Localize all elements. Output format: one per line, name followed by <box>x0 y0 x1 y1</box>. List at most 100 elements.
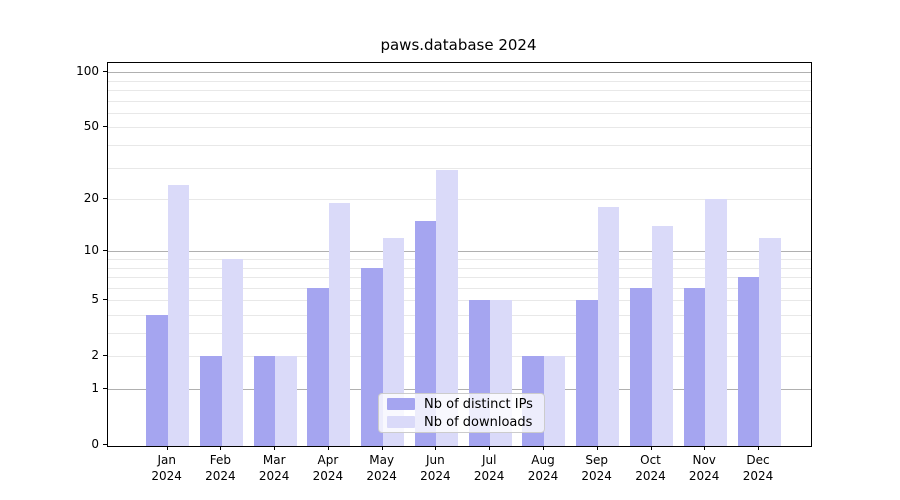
y-axis-tick-label: 0 <box>91 437 99 451</box>
x-axis-tick-label: Apr 2024 <box>298 452 358 484</box>
x-axis-tick-label: Nov 2024 <box>674 452 734 484</box>
bar-nb-of-downloads <box>597 207 620 446</box>
year-label: 2024 <box>312 469 344 483</box>
bar-nb-of-downloads <box>275 356 297 446</box>
x-axis-tick-label: Mar 2024 <box>244 452 304 484</box>
y-axis-tick-label: 1 <box>91 381 99 395</box>
x-axis-tick <box>650 446 652 450</box>
x-axis-tick <box>758 446 759 450</box>
gridline-minor <box>108 315 811 316</box>
y-axis-tick <box>103 355 107 357</box>
gridline-minor <box>108 127 811 129</box>
bar-nb-of-downloads <box>167 185 190 446</box>
x-axis-tick <box>704 446 706 450</box>
chart-title: paws.database 2024 <box>380 36 537 54</box>
x-axis-tick <box>166 446 168 450</box>
bar-nb-of-downloads <box>221 259 243 446</box>
x-axis-tick <box>327 446 329 450</box>
gridline-minor <box>108 112 811 114</box>
y-axis-tick <box>103 198 107 200</box>
x-axis-tick-label: Aug 2024 <box>513 452 573 484</box>
year-label: 2024 <box>151 469 182 483</box>
bar-nb-of-downloads <box>328 203 351 446</box>
x-axis-tick <box>543 446 544 450</box>
gridline-minor <box>108 199 811 201</box>
month-label: Nov <box>692 453 716 467</box>
gridline-major <box>108 389 811 390</box>
x-axis-tick <box>489 446 491 450</box>
gridline-minor <box>108 80 811 82</box>
bar-nb-of-downloads <box>759 237 781 446</box>
month-label: May <box>369 453 395 467</box>
bar-nb-of-downloads <box>651 226 673 446</box>
y-axis-tick <box>103 250 107 252</box>
gridline-major <box>108 72 811 74</box>
bar-nb-of-downloads <box>543 356 566 446</box>
bar-nb-of-distinct-ips <box>737 277 759 446</box>
year-label: 2024 <box>205 469 236 483</box>
gridline-minor <box>108 267 811 269</box>
bar-nb-of-distinct-ips <box>146 315 168 446</box>
plot-area <box>107 62 812 447</box>
bar-nb-of-distinct-ips <box>253 356 276 446</box>
bar-nb-of-distinct-ips <box>683 287 706 446</box>
bar-nb-of-distinct-ips <box>630 287 652 446</box>
y-axis-tick <box>103 126 107 128</box>
legend-item-downloads: Nb of downloads <box>387 414 536 430</box>
month-label: Mar <box>262 453 286 467</box>
x-axis-tick-label: Feb 2024 <box>190 452 250 484</box>
legend: Nb of distinct IPs Nb of downloads <box>378 393 545 433</box>
legend-label-downloads: Nb of downloads <box>424 414 533 430</box>
legend-label-distinct-ips: Nb of distinct IPs <box>424 396 533 412</box>
x-axis-tick <box>596 446 598 450</box>
x-axis-tick <box>381 446 383 450</box>
year-label: 2024 <box>742 469 774 483</box>
bar-nb-of-distinct-ips <box>576 300 598 446</box>
x-axis-tick-label: Jan 2024 <box>137 452 197 484</box>
x-axis-tick-label: Jun 2024 <box>405 452 465 484</box>
y-axis-tick <box>103 444 107 445</box>
y-axis-tick-label: 100 <box>76 64 99 79</box>
x-axis-tick-label: Dec 2024 <box>728 452 788 484</box>
x-axis-tick <box>220 446 222 450</box>
month-label: Sep <box>585 453 608 467</box>
bar-nb-of-downloads <box>436 170 458 446</box>
x-axis-tick-label: May 2024 <box>352 452 412 484</box>
month-label: Jun <box>426 453 445 467</box>
year-label: 2024 <box>473 469 505 483</box>
gridline-minor <box>108 100 811 102</box>
x-axis-tick-label: Sep 2024 <box>567 452 627 484</box>
x-axis-tick-label: Jul 2024 <box>459 452 519 484</box>
gridline-minor <box>108 90 811 91</box>
month-label: Oct <box>640 453 661 467</box>
gridline-minor <box>108 356 811 358</box>
y-axis-tick-label: 50 <box>83 119 99 134</box>
gridline-minor <box>108 333 811 334</box>
bar-nb-of-distinct-ips <box>307 287 329 446</box>
x-axis-tick-label: Oct 2024 <box>621 452 681 484</box>
legend-item-distinct-ips: Nb of distinct IPs <box>387 396 536 412</box>
y-axis-tick-label: 5 <box>91 292 99 307</box>
bar-nb-of-distinct-ips <box>361 267 383 446</box>
y-axis-tick <box>103 71 107 73</box>
bar-nb-of-distinct-ips <box>414 221 437 446</box>
year-label: 2024 <box>420 469 451 483</box>
month-label: Jan <box>157 453 176 467</box>
gridline-minor <box>108 287 811 289</box>
month-label: Jul <box>481 453 497 467</box>
gridline-minor <box>108 259 811 260</box>
gridline-minor <box>108 167 811 169</box>
gridline-minor <box>108 277 811 278</box>
year-label: 2024 <box>258 469 290 483</box>
month-label: Aug <box>531 453 555 467</box>
y-axis-tick-label: 20 <box>83 191 99 206</box>
month-label: Feb <box>209 453 232 467</box>
legend-swatch-distinct-ips <box>387 398 415 410</box>
month-label: Apr <box>317 453 339 467</box>
x-axis-tick <box>274 446 276 450</box>
legend-swatch-downloads <box>387 416 415 428</box>
y-axis-tick-label: 10 <box>83 243 99 258</box>
y-axis-tick <box>103 388 107 389</box>
year-label: 2024 <box>688 469 720 483</box>
